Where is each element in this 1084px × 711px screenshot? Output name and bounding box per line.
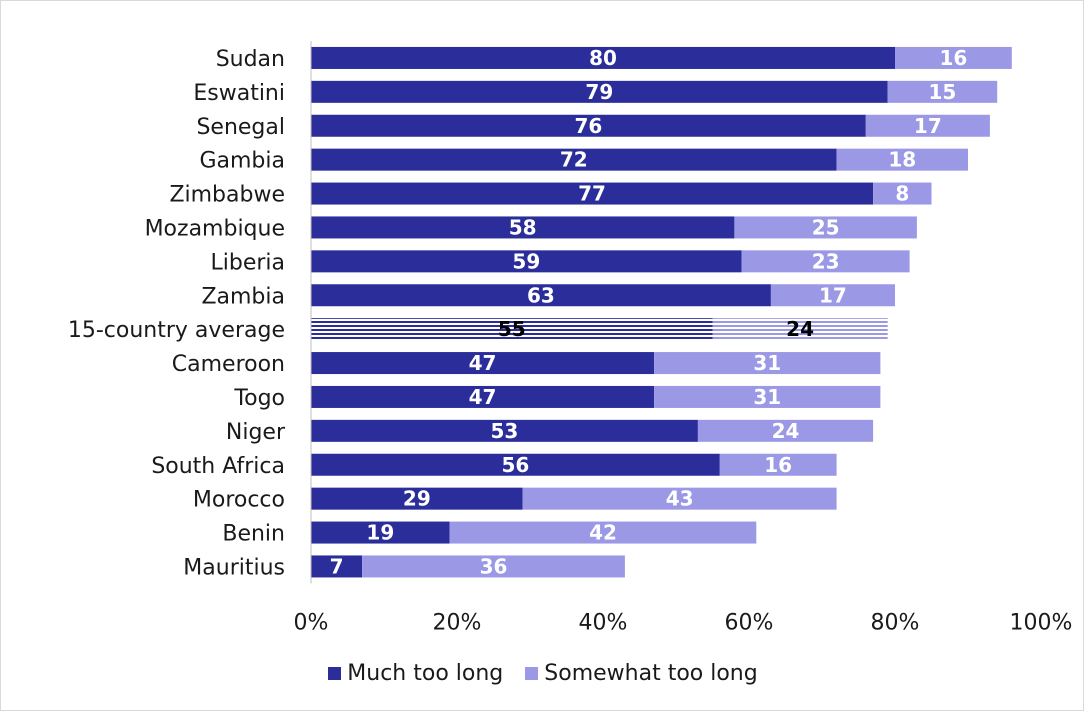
data-label-zimbabwe-much-too-long: 77 bbox=[578, 182, 606, 206]
bar-benin-somewhat-too-long bbox=[449, 521, 757, 544]
data-label-morocco-much-too-long: 29 bbox=[403, 487, 431, 511]
category-label-sudan: Sudan bbox=[216, 47, 285, 72]
bar-liberia-much-too-long bbox=[311, 250, 742, 273]
category-label-south-africa: South Africa bbox=[151, 454, 285, 479]
bar-gambia-much-too-long bbox=[311, 148, 837, 171]
bar-mauritius-somewhat-too-long bbox=[362, 555, 625, 578]
data-label-liberia-somewhat-too-long: 23 bbox=[812, 249, 840, 273]
data-label-benin-somewhat-too-long: 42 bbox=[589, 521, 617, 545]
category-label-senegal: Senegal bbox=[196, 115, 285, 140]
bar-mozambique-somewhat-too-long bbox=[734, 216, 917, 239]
data-label-sudan-somewhat-too-long: 16 bbox=[939, 46, 967, 70]
bar-zambia-somewhat-too-long bbox=[770, 284, 895, 307]
bar-sudan-somewhat-too-long bbox=[895, 46, 1012, 69]
bar-cameroon-somewhat-too-long bbox=[654, 352, 881, 375]
data-label-gambia-much-too-long: 72 bbox=[560, 148, 588, 172]
bars-layer: 80 16 79 15 76 17 72 18 77 8 58 25 59 23 63 17 55 24 47 31 4… bbox=[310, 41, 1012, 584]
data-label-liberia-much-too-long: 59 bbox=[512, 249, 540, 273]
bar-15-country-average-much-too-long bbox=[311, 318, 713, 341]
data-label-togo-somewhat-too-long: 31 bbox=[753, 385, 781, 409]
data-label-mozambique-much-too-long: 58 bbox=[509, 215, 537, 239]
bar-eswatini-much-too-long bbox=[311, 80, 888, 103]
legend-label-much-too-long: Much too long bbox=[347, 661, 504, 686]
bar-niger-somewhat-too-long bbox=[697, 419, 874, 442]
bar-mauritius-much-too-long bbox=[311, 555, 363, 578]
data-label-zambia-somewhat-too-long: 17 bbox=[819, 283, 847, 307]
data-label-gambia-somewhat-too-long: 18 bbox=[888, 148, 916, 172]
data-label-benin-much-too-long: 19 bbox=[366, 521, 394, 545]
data-label-mauritius-much-too-long: 7 bbox=[330, 554, 344, 578]
bar-benin-much-too-long bbox=[311, 521, 450, 544]
bar-south-africa-much-too-long bbox=[311, 453, 720, 476]
legend-item-much-too-long: Much too long bbox=[328, 661, 503, 686]
data-label-south-africa-somewhat-too-long: 16 bbox=[764, 453, 792, 477]
data-label-senegal-somewhat-too-long: 17 bbox=[914, 114, 942, 138]
bar-senegal-somewhat-too-long bbox=[865, 114, 990, 137]
bar-zimbabwe-somewhat-too-long bbox=[873, 182, 932, 205]
x-tick-label-20: 20% bbox=[433, 610, 482, 635]
category-label-niger: Niger bbox=[226, 420, 286, 445]
x-tick-label-0: 0% bbox=[294, 610, 329, 635]
data-label-eswatini-somewhat-too-long: 15 bbox=[929, 80, 957, 104]
legend-swatch-much-too-long bbox=[328, 667, 342, 680]
bar-liberia-somewhat-too-long bbox=[741, 250, 910, 273]
data-label-togo-much-too-long: 47 bbox=[469, 385, 497, 409]
bar-morocco-much-too-long bbox=[311, 487, 523, 510]
data-label-sudan-much-too-long: 80 bbox=[589, 46, 617, 70]
legend: Much too long Somewhat too long bbox=[1, 661, 1083, 686]
x-tick-label-80: 80% bbox=[871, 610, 920, 635]
category-labels: Sudan Eswatini Senegal Gambia Zimbabwe Mozamb… bbox=[68, 47, 286, 581]
data-label-niger-somewhat-too-long: 24 bbox=[772, 419, 800, 443]
x-tick-label-100: 100% bbox=[1010, 610, 1073, 635]
x-axis-tick-labels: 0% 20% 40% 60% 80% 100% bbox=[294, 610, 1073, 635]
bar-mozambique-much-too-long bbox=[311, 216, 735, 239]
data-label-south-africa-much-too-long: 56 bbox=[501, 453, 529, 477]
category-label-morocco: Morocco bbox=[193, 488, 285, 513]
x-tick-label-40: 40% bbox=[579, 610, 628, 635]
data-label-mauritius-somewhat-too-long: 36 bbox=[480, 554, 508, 578]
bar-morocco-somewhat-too-long bbox=[522, 487, 837, 510]
category-label-15-country-average: 15-country average bbox=[68, 318, 285, 343]
category-label-zambia: Zambia bbox=[201, 284, 285, 309]
category-label-benin: Benin bbox=[222, 522, 285, 547]
category-label-cameroon: Cameroon bbox=[172, 352, 285, 377]
category-label-zimbabwe: Zimbabwe bbox=[169, 183, 285, 208]
data-label-cameroon-much-too-long: 47 bbox=[469, 351, 497, 375]
data-label-eswatini-much-too-long: 79 bbox=[585, 80, 613, 104]
x-tick-label-60: 60% bbox=[725, 610, 774, 635]
data-label-15-country-average-much-too-long: 55 bbox=[498, 317, 526, 341]
category-label-liberia: Liberia bbox=[210, 250, 285, 275]
category-label-gambia: Gambia bbox=[199, 149, 285, 174]
data-label-zimbabwe-somewhat-too-long: 8 bbox=[895, 182, 909, 206]
legend-label-somewhat-too-long: Somewhat too long bbox=[544, 661, 758, 686]
bar-gambia-somewhat-too-long bbox=[836, 148, 968, 171]
data-label-zambia-much-too-long: 63 bbox=[527, 283, 555, 307]
bar-zambia-much-too-long bbox=[311, 284, 771, 307]
bar-eswatini-somewhat-too-long bbox=[887, 80, 998, 103]
bar-togo-much-too-long bbox=[311, 385, 655, 408]
bar-15-country-average-somewhat-too-long bbox=[712, 318, 888, 341]
data-label-niger-much-too-long: 53 bbox=[491, 419, 519, 443]
bar-senegal-much-too-long bbox=[311, 114, 866, 137]
data-label-mozambique-somewhat-too-long: 25 bbox=[812, 215, 840, 239]
category-label-togo: Togo bbox=[233, 386, 285, 411]
legend-swatch-somewhat-too-long bbox=[525, 667, 539, 680]
bar-sudan-much-too-long bbox=[311, 46, 895, 69]
category-label-mozambique: Mozambique bbox=[145, 216, 285, 241]
bar-cameroon-much-too-long bbox=[311, 352, 655, 375]
data-label-morocco-somewhat-too-long: 43 bbox=[666, 487, 694, 511]
stacked-bar-chart: 80 16 79 15 76 17 72 18 77 8 58 25 59 23 63 17 55 24 47 31 4… bbox=[68, 41, 1073, 635]
bar-south-africa-somewhat-too-long bbox=[719, 453, 837, 476]
bar-togo-somewhat-too-long bbox=[654, 385, 881, 408]
category-label-eswatini: Eswatini bbox=[193, 81, 285, 106]
category-label-mauritius: Mauritius bbox=[183, 555, 285, 580]
data-label-senegal-much-too-long: 76 bbox=[574, 114, 602, 138]
data-label-cameroon-somewhat-too-long: 31 bbox=[753, 351, 781, 375]
legend-item-somewhat-too-long: Somewhat too long bbox=[525, 661, 758, 686]
bar-niger-much-too-long bbox=[311, 419, 698, 442]
data-label-15-country-average-somewhat-too-long: 24 bbox=[786, 317, 814, 341]
bar-zimbabwe-much-too-long bbox=[311, 182, 874, 205]
